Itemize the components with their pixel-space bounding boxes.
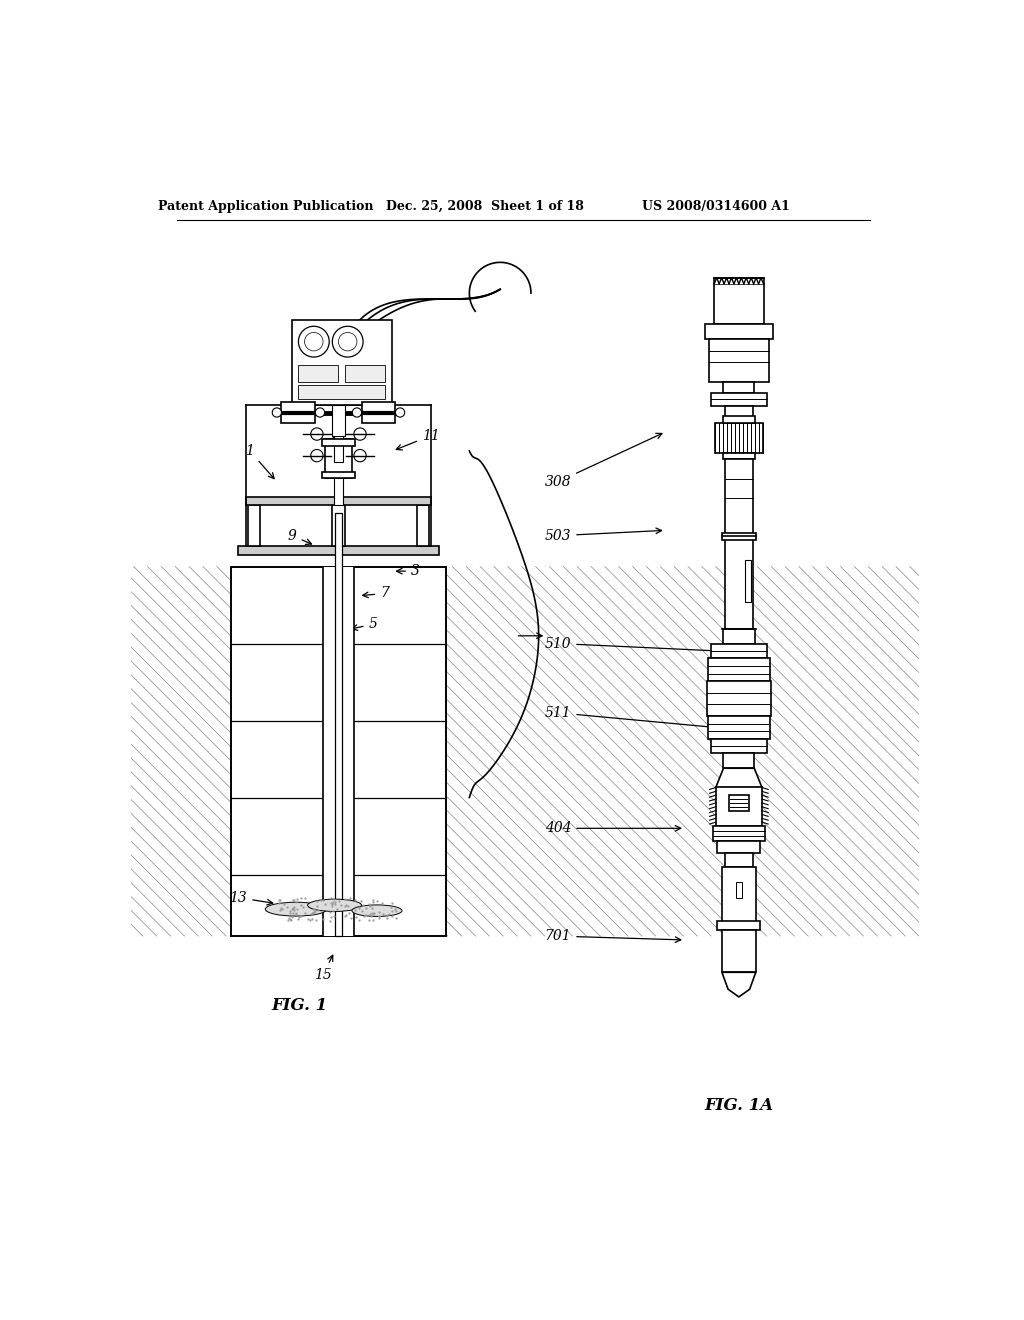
Circle shape [272, 408, 282, 417]
Bar [298, 364, 339, 381]
Text: 13: 13 [229, 891, 272, 906]
Bar [239, 545, 438, 554]
Circle shape [354, 428, 367, 441]
Bar [248, 506, 260, 545]
Circle shape [310, 428, 323, 441]
Text: 503: 503 [545, 528, 662, 543]
Ellipse shape [265, 903, 327, 916]
Bar [230, 566, 446, 936]
Circle shape [304, 333, 323, 351]
Ellipse shape [352, 906, 402, 916]
Bar [714, 277, 764, 323]
Circle shape [310, 450, 323, 462]
Circle shape [333, 326, 364, 358]
Bar [725, 853, 753, 867]
Bar [334, 412, 343, 462]
Bar [711, 393, 767, 405]
Circle shape [315, 408, 325, 417]
Bar [282, 401, 315, 424]
Text: FIG. 1: FIG. 1 [271, 997, 328, 1014]
Text: 511: 511 [545, 706, 719, 730]
Bar [711, 644, 767, 659]
Bar [333, 506, 345, 545]
Text: US 2008/0314600 A1: US 2008/0314600 A1 [642, 199, 790, 213]
Bar [707, 681, 771, 715]
Circle shape [352, 408, 361, 417]
Bar [723, 628, 755, 644]
Ellipse shape [307, 899, 361, 911]
Bar [724, 752, 755, 768]
Bar [723, 453, 755, 459]
Bar [725, 459, 753, 536]
Bar [723, 416, 755, 422]
Bar [715, 422, 763, 453]
Bar [725, 536, 753, 628]
Text: 5: 5 [352, 618, 378, 631]
Text: 404: 404 [545, 821, 681, 836]
Bar [717, 841, 761, 853]
Bar [417, 506, 429, 545]
Polygon shape [716, 768, 762, 788]
Bar [322, 471, 355, 478]
Bar [361, 401, 395, 424]
Text: 12: 12 [318, 325, 350, 346]
Bar [325, 440, 352, 478]
Bar [298, 385, 385, 399]
Bar [716, 788, 762, 826]
Bar [708, 715, 770, 739]
Bar [722, 533, 756, 540]
Text: 9: 9 [288, 529, 311, 544]
Text: 1: 1 [246, 444, 274, 479]
Bar [322, 440, 355, 446]
Bar [717, 921, 761, 929]
Text: Patent Application Publication: Patent Application Publication [158, 199, 373, 213]
Circle shape [298, 326, 330, 358]
Text: 15: 15 [314, 956, 333, 982]
Bar [745, 560, 752, 602]
Bar [711, 739, 767, 752]
Bar [705, 323, 773, 339]
Bar [725, 405, 753, 422]
Text: 11: 11 [396, 429, 439, 450]
Bar [323, 566, 354, 936]
Bar [724, 381, 755, 393]
Text: 7: 7 [362, 586, 389, 601]
Polygon shape [722, 973, 756, 997]
Bar [722, 867, 756, 924]
Bar [345, 364, 385, 381]
Bar [230, 566, 446, 936]
Text: 3: 3 [396, 564, 420, 578]
Bar [292, 321, 392, 405]
Bar [334, 351, 343, 506]
Bar [722, 929, 756, 973]
Text: Dec. 25, 2008  Sheet 1 of 18: Dec. 25, 2008 Sheet 1 of 18 [386, 199, 584, 213]
Bar [729, 795, 749, 810]
Bar [335, 512, 342, 936]
Bar [708, 659, 770, 681]
Bar [713, 826, 765, 841]
Bar [246, 498, 431, 506]
Bar [736, 882, 742, 898]
Bar [709, 339, 769, 381]
Bar [333, 405, 345, 436]
Text: 308: 308 [545, 433, 662, 488]
Text: 701: 701 [545, 929, 681, 942]
Circle shape [395, 408, 404, 417]
Text: FIG. 1A: FIG. 1A [705, 1097, 773, 1114]
Circle shape [339, 333, 357, 351]
Text: 510: 510 [545, 636, 719, 653]
Circle shape [354, 450, 367, 462]
